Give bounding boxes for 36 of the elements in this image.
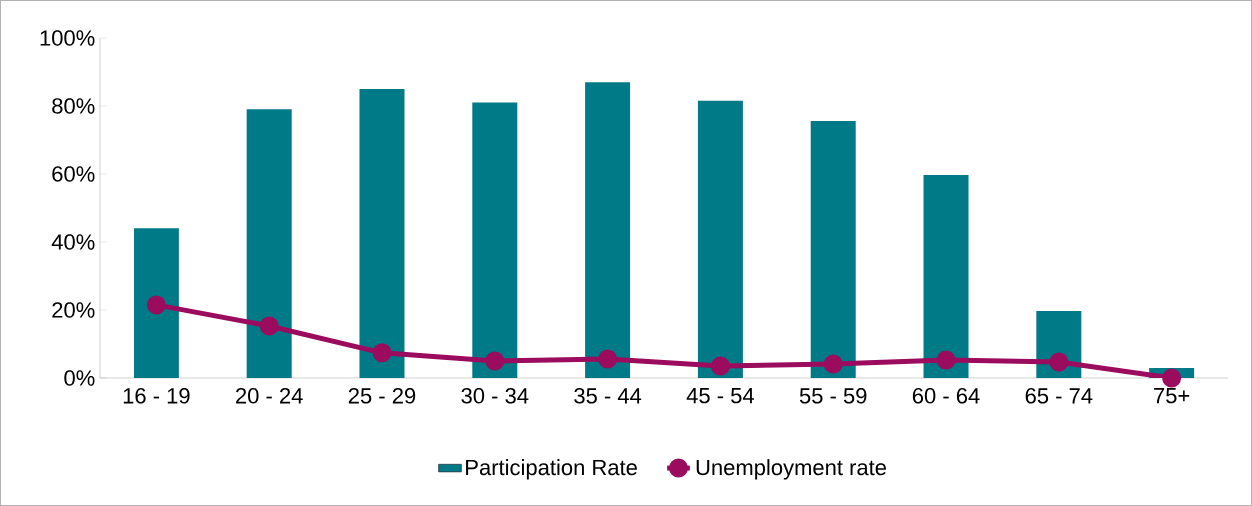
x-tick-label: 20 - 24 [236,388,303,404]
point [823,354,843,374]
point [1162,368,1182,388]
y-tick-label: 60% [52,166,95,182]
x-tick-label: 25 - 29 [348,388,416,404]
point [146,295,166,315]
legend-label: Unemployment rate [696,459,886,480]
bar [359,88,405,378]
y-tick-label: 100% [40,30,95,46]
x-tick-label: 75+ [1154,388,1190,404]
y-tick-label: 20% [52,302,95,318]
bar [923,175,969,378]
y-tick-label: 0% [64,370,95,386]
point [1049,352,1069,372]
x-tick-label: 60 - 64 [912,388,980,404]
bar [133,228,179,378]
x-tick-label: 65 - 74 [1025,388,1093,404]
point [372,343,392,363]
bar [697,100,743,378]
bar [472,102,518,378]
point [936,350,956,370]
bar [585,82,631,378]
x-tick-label: 16 - 19 [123,388,190,404]
x-tick-label: 45 - 54 [686,388,754,404]
legend-label: Participation Rate [466,459,637,480]
point [485,351,505,371]
y-tick-label: 40% [51,234,95,250]
bar [810,120,856,378]
x-tick-label: 35 - 44 [574,388,642,404]
x-tick-label: 30 - 34 [461,388,529,404]
point [259,316,279,336]
point [598,349,618,369]
y-tick-label: 80% [52,98,95,114]
point [710,356,730,376]
x-tick-label: 55 - 59 [799,388,867,404]
bar [246,109,292,378]
